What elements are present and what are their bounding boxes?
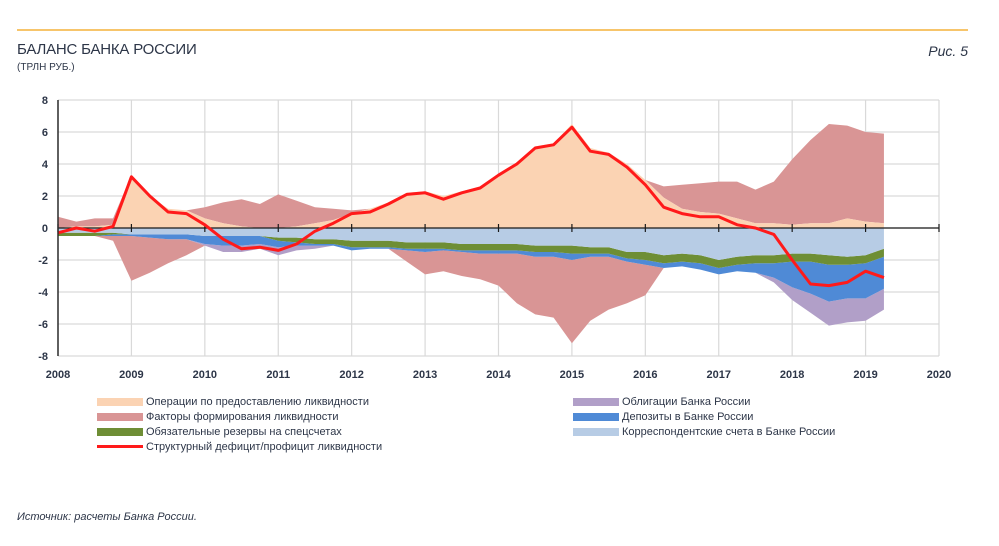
legend-swatch-factors [97,412,143,421]
legend-swatch-required-reserves [97,427,143,436]
x-tick-label: 2015 [560,369,584,381]
lines [57,125,885,288]
area-correspondent [58,228,884,260]
y-tick-label: 8 [42,95,48,107]
legend-swatch-deposits [573,412,619,421]
area-required-reserves [58,232,884,268]
y-tick-label: 6 [42,127,48,139]
x-tick-label: 2009 [119,369,143,381]
legend-label: Факторы формирования ликвидности [146,410,339,423]
legend-swatch-structural-line [97,445,143,448]
y-tick-label: -2 [38,255,48,267]
figure-label: Рис. 5 [928,43,968,59]
source-note: Источник: расчеты Банка России. [17,511,197,523]
legend-swatch-bonds [573,397,619,406]
area-factors-negative [58,236,884,344]
x-tick-label: 2020 [927,369,951,381]
x-tick-label: 2013 [413,369,437,381]
legend-label: Структурный дефицит/профицит ликвидности [146,440,383,453]
legend-right: Облигации Банка России Депозиты в Банке … [573,394,835,439]
legend-label: Обязательные резервы на спецсчетах [146,425,342,438]
legend-swatch-operations [97,397,143,406]
x-tick-label: 2017 [707,369,731,381]
legend-item: Операции по предоставлению ликвидности [97,394,382,409]
legend-item: Обязательные резервы на спецсчетах [97,424,382,439]
area-operations [58,124,884,228]
x-tick-label: 2019 [853,369,877,381]
chart-title: БАЛАНС БАНКА РОССИИ [17,41,197,58]
x-tick-label: 2014 [486,369,511,381]
legend-left: Операции по предоставлению ликвидности Ф… [97,394,382,454]
legend-item: Облигации Банка России [573,394,835,409]
legend-item: Факторы формирования ликвидности [97,409,382,424]
areas [58,124,884,344]
legend-label: Операции по предоставлению ликвидности [146,395,369,408]
axes: 8 6 4 2 0 -2 -4 -6 -8 2008 2009 2010 2011 2012 2013 201… [38,95,951,381]
top-accent-rule [17,29,968,31]
legend-label: Корреспондентские счета в Банке России [622,425,836,438]
y-tick-label: -4 [38,287,49,299]
legend-item: Депозиты в Банке России [573,409,835,424]
legend-item: Корреспондентские счета в Банке России [573,424,835,439]
legend-swatch-correspondent [573,427,619,436]
y-tick-label: 4 [42,159,49,171]
y-tick-label: 2 [42,191,48,203]
x-tick-label: 2018 [780,369,804,381]
x-tick-label: 2008 [46,369,70,381]
y-tick-label: -8 [38,351,48,363]
legend-label: Депозиты в Банке России [622,410,754,423]
y-tick-label: 0 [42,223,48,235]
legend-item: Структурный дефицит/профицит ликвидности [97,439,382,454]
area-factors-positive [58,124,884,228]
chart-svg: 8 6 4 2 0 -2 -4 -6 -8 2008 2009 2010 2011 2012 2013 201… [38,95,951,381]
x-tick-label: 2012 [339,369,363,381]
x-tick-label: 2016 [633,369,657,381]
x-tick-label: 2011 [266,369,290,381]
y-tick-label: -6 [38,319,48,331]
legend-label: Облигации Банка России [622,395,751,408]
x-tick-label: 2010 [193,369,217,381]
structural-deficit-line [57,125,885,288]
chart-units: (ТРЛН РУБ.) [17,62,75,73]
